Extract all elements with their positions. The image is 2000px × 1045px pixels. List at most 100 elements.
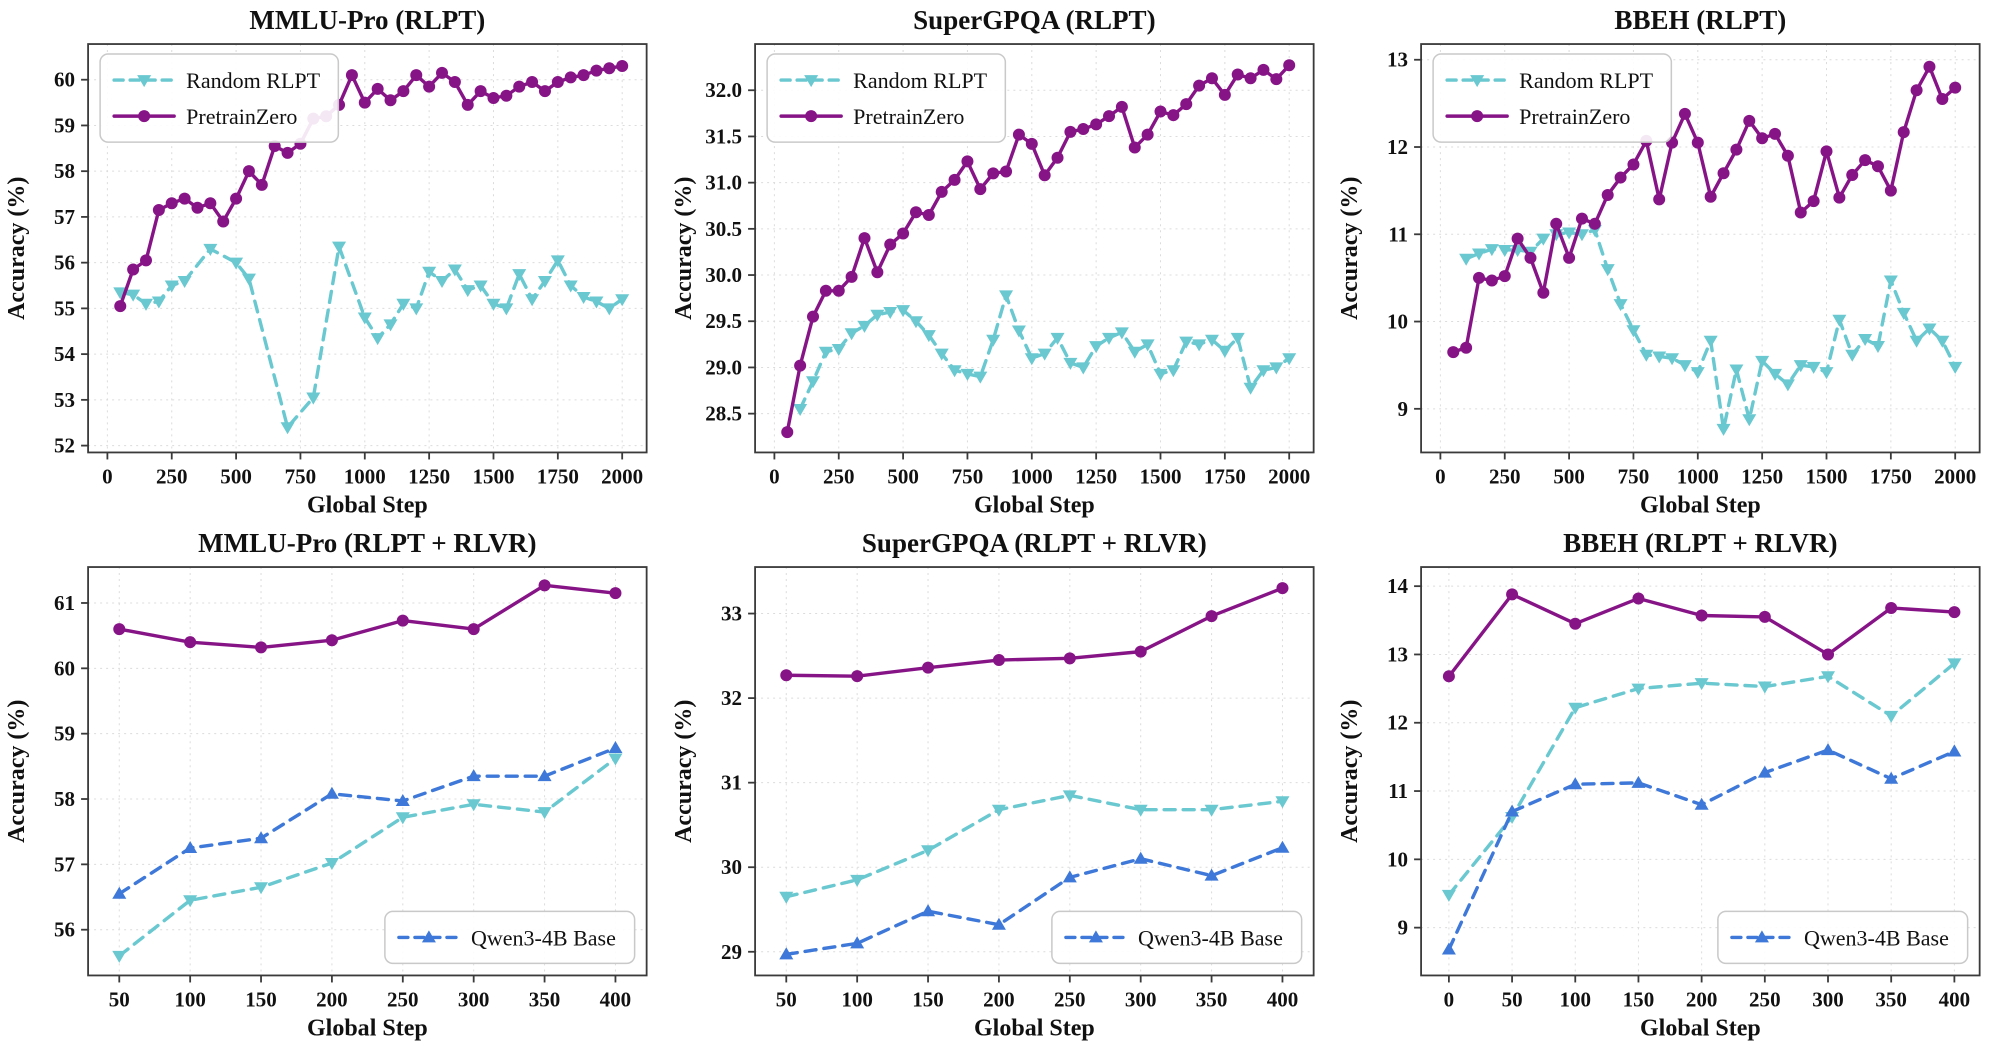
data-point-marker — [473, 280, 488, 293]
x-tick-label: 0 — [769, 464, 780, 488]
data-point-marker — [1742, 414, 1757, 427]
data-point-marker — [999, 165, 1012, 178]
y-tick-label: 57 — [54, 852, 75, 876]
x-tick-label: 200 — [316, 987, 348, 1011]
data-point-marker — [1755, 355, 1770, 368]
data-point-marker — [1729, 364, 1744, 377]
data-point-marker — [1268, 362, 1283, 375]
x-tick-label: 100 — [841, 987, 873, 1011]
x-tick-label: 750 — [285, 464, 317, 488]
data-point-marker — [589, 296, 604, 309]
data-point-marker — [217, 215, 230, 228]
y-axis-label: Accuracy (%) — [671, 699, 697, 842]
data-point-marker — [1243, 382, 1258, 395]
data-point-marker — [1012, 128, 1025, 141]
data-point-marker — [603, 62, 616, 75]
y-tick-label: 9 — [1398, 397, 1409, 421]
x-tick-label: 1250 — [408, 464, 450, 488]
legend-box — [1432, 53, 1673, 143]
data-point-marker — [357, 312, 372, 325]
data-point-marker — [332, 241, 347, 254]
y-tick-label: 59 — [54, 721, 75, 745]
series-line — [784, 793, 1284, 898]
chart-canvas: 50 100 150 200 250 300 350 400 29 30 31 32 33 SuperGP… — [671, 528, 1315, 1041]
series-qwen3_4b_base — [1442, 742, 1962, 955]
data-point-marker — [1781, 379, 1796, 392]
data-point-marker — [1050, 332, 1065, 345]
data-point-marker — [1524, 251, 1537, 264]
data-point-marker — [831, 343, 846, 356]
x-tick-label: 350 — [1876, 987, 1908, 1011]
data-point-marker — [1717, 167, 1730, 180]
data-point-marker — [1821, 742, 1836, 755]
legend-swatch-marker — [803, 75, 818, 88]
data-point-marker — [1230, 332, 1245, 345]
legend: Qwen3-4B Base — [1717, 910, 1969, 964]
data-point-marker — [948, 173, 961, 186]
data-point-marker — [410, 69, 423, 82]
data-point-marker — [608, 753, 623, 766]
data-point-marker — [512, 269, 527, 282]
x-axis-label: Global Step — [974, 493, 1095, 519]
data-point-marker — [280, 422, 295, 435]
legend-swatch-marker — [1471, 110, 1484, 123]
data-point-marker — [1639, 349, 1654, 362]
chart-bbeh-rlpt-rlvr: 0 50 100 150 200 250 300 350 400 9 10 11 12 13 14 BBEH … — [1333, 523, 2000, 1045]
data-point-marker — [448, 75, 461, 89]
legend-swatch-marker — [804, 110, 817, 123]
data-point-marker — [960, 368, 975, 381]
data-point-marker — [1665, 353, 1680, 366]
data-point-marker — [857, 320, 872, 333]
data-point-marker — [254, 830, 269, 843]
data-point-marker — [590, 64, 603, 77]
y-tick-label: 56 — [54, 251, 75, 275]
y-axis-label: Accuracy (%) — [1337, 177, 1363, 320]
x-axis-label: Global Step — [974, 1015, 1095, 1041]
data-point-marker — [1846, 168, 1859, 181]
data-point-marker — [1949, 81, 1962, 94]
data-point-marker — [537, 806, 552, 819]
data-point-marker — [1063, 357, 1078, 370]
x-tick-label: 0 — [102, 464, 113, 488]
y-tick-label: 29 — [721, 939, 742, 963]
series-pretrainzero — [779, 581, 1289, 682]
data-point-marker — [422, 266, 437, 279]
data-point-marker — [1923, 60, 1936, 73]
data-point-marker — [1133, 804, 1148, 817]
x-axis-label: Global Step — [1640, 1015, 1761, 1041]
data-point-marker — [1192, 79, 1205, 92]
data-point-marker — [466, 798, 481, 811]
data-point-marker — [434, 275, 450, 288]
x-tick-label: 500 — [1554, 464, 1586, 488]
x-tick-label: 1250 — [1075, 464, 1117, 488]
data-point-marker — [1845, 349, 1860, 362]
data-point-marker — [1063, 651, 1076, 664]
data-point-marker — [1485, 244, 1500, 257]
data-point-marker — [1025, 137, 1038, 150]
data-point-marker — [1536, 233, 1551, 246]
data-point-marker — [1499, 270, 1512, 283]
x-tick-label: 150 — [1623, 987, 1655, 1011]
chart-title: BBEH (RLPT) — [1615, 5, 1787, 35]
chart-canvas: 0 250 500 750 1000 1250 1500 1750 2000 9 10 11 12 13 B… — [1337, 5, 1981, 519]
data-point-marker — [113, 622, 126, 635]
data-point-marker — [1601, 264, 1616, 277]
y-axis-label: Accuracy (%) — [4, 699, 30, 842]
data-point-marker — [1822, 647, 1835, 660]
data-point-marker — [1909, 335, 1924, 348]
data-point-marker — [616, 59, 629, 73]
data-point-marker — [1506, 587, 1519, 600]
y-tick-label: 11 — [1389, 222, 1409, 246]
chart-canvas: 0 250 500 750 1000 1250 1500 1750 2000 52 53 54 55 56… — [4, 5, 648, 519]
data-point-marker — [858, 232, 871, 245]
data-point-marker — [358, 96, 371, 109]
data-point-marker — [1459, 253, 1474, 266]
data-point-marker — [281, 146, 294, 159]
y-tick-label: 12 — [1387, 710, 1408, 734]
legend-swatch-marker — [421, 929, 436, 942]
y-tick-label: 31 — [721, 770, 742, 794]
plot-border — [753, 43, 1315, 454]
data-point-marker — [1011, 325, 1026, 338]
chart-supergpqa-rlpt-rlvr: 50 100 150 200 250 300 350 400 29 30 31 32 33 SuperGP… — [667, 523, 1334, 1045]
x-tick-label: 1000 — [1677, 464, 1719, 488]
